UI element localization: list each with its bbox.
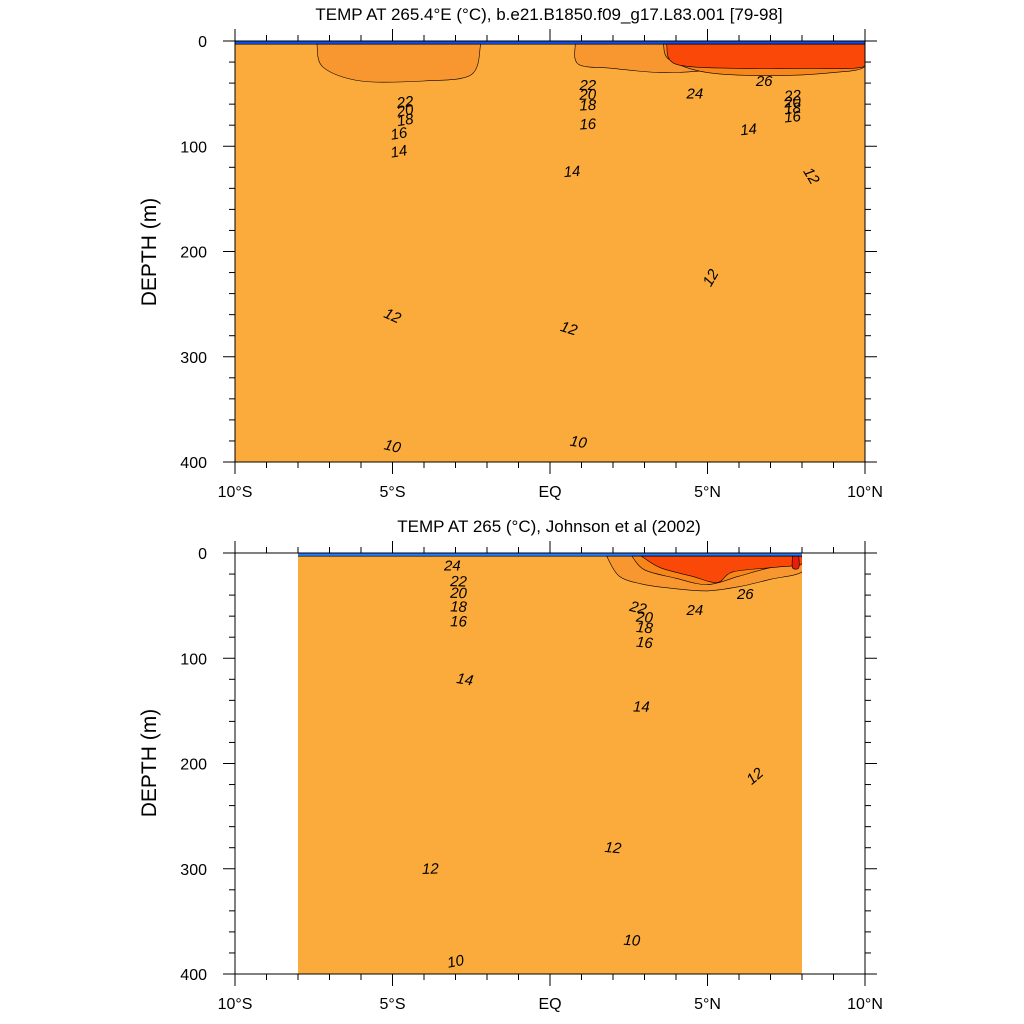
x-tick-label: EQ	[538, 484, 561, 501]
y-axis-label-observations: DEPTH (m)	[138, 709, 161, 818]
x-tick-label: 5°N	[694, 484, 721, 501]
axes-model: 10°S 5°S EQ 5°N 10°N 0 100 200 300 400	[180, 29, 883, 501]
contour-label: 20	[783, 93, 803, 111]
contour-label: 16	[784, 108, 803, 126]
y-tick-label: 0	[198, 546, 207, 563]
contour-label: 12	[558, 318, 579, 339]
x-tick-label: 10°S	[218, 996, 253, 1013]
contour-field-observations	[298, 553, 802, 974]
y-tick-label: 200	[180, 757, 207, 774]
contour-label: 22	[578, 77, 596, 94]
contour-label: 18	[579, 97, 597, 115]
panel-observations: TEMP AT 265 (°C), Johnson et al (2002) D…	[138, 517, 883, 1013]
contour-label: 10	[382, 436, 403, 457]
contour-label: 18	[635, 619, 654, 638]
contour-label: 18	[784, 100, 803, 118]
contour-label: 22	[395, 93, 415, 112]
contour-label: 16	[450, 613, 468, 630]
contour-label: 10	[569, 433, 589, 453]
contour-label: 12	[422, 861, 440, 879]
contour-label: 14	[739, 121, 757, 140]
contour-label: 12	[381, 305, 404, 328]
y-tick-label: 200	[180, 245, 207, 262]
x-tick-label: 5°S	[380, 996, 406, 1013]
contour-label: 22	[783, 87, 802, 105]
y-axis-label-model: DEPTH (m)	[138, 198, 161, 307]
contour-field-model	[235, 41, 865, 462]
contour-band-23	[235, 43, 865, 462]
contour-band-27	[791, 555, 800, 570]
x-tick-label: EQ	[538, 996, 561, 1013]
y-tick-label: 300	[180, 862, 207, 879]
contour-label: 14	[389, 142, 408, 162]
contour-label: 12	[699, 266, 722, 290]
plot-area-observations: 24222018161412102220181614121024261210°S…	[180, 541, 883, 1013]
contour-label: 14	[563, 163, 581, 181]
y-tick-label: 0	[198, 34, 207, 51]
contour-label: 14	[455, 670, 474, 690]
panel-model: TEMP AT 265.4°E (°C), b.e21.B1850.f09_g1…	[138, 5, 883, 501]
contour-label: 10	[446, 952, 466, 972]
contour-label: 16	[389, 124, 409, 144]
contour-label: 20	[578, 87, 597, 104]
contour-label: 24	[686, 602, 704, 619]
contour-label: 24	[443, 558, 461, 575]
contour-band-26	[666, 43, 865, 70]
y-tick-label: 300	[180, 350, 207, 367]
x-tick-label: 5°S	[380, 484, 406, 501]
contour-label: 22	[627, 598, 649, 619]
contour-label: 16	[635, 634, 654, 653]
contour-label: 24	[686, 86, 704, 103]
x-tick-label: 10°N	[847, 484, 883, 501]
contour-band-23	[298, 555, 802, 974]
contour-band-24	[316, 43, 482, 83]
contour-label: 14	[633, 698, 650, 715]
x-tick-label: 5°N	[694, 996, 721, 1013]
contour-label: 22	[449, 573, 468, 591]
contour-label: 10	[623, 932, 641, 950]
contour-band-26	[640, 555, 802, 583]
contour-label: 26	[736, 586, 754, 603]
axes-observations: 10°S 5°S EQ 5°N 10°N 0 100 200 300 400	[180, 541, 883, 1013]
x-tick-label: 10°N	[847, 996, 883, 1013]
contour-label: 12	[604, 839, 623, 858]
contour-label: 20	[395, 101, 416, 121]
contour-label: 20	[634, 608, 654, 626]
chart-title-observations: TEMP AT 265 (°C), Johnson et al (2002)	[397, 517, 701, 536]
y-tick-label: 400	[180, 455, 207, 472]
chart-title-model: TEMP AT 265.4°E (°C), b.e21.B1850.f09_g1…	[315, 5, 782, 24]
contour-label: 26	[755, 73, 773, 90]
y-tick-label: 100	[180, 139, 207, 156]
contour-label: 18	[450, 598, 468, 616]
x-tick-label: 10°S	[218, 484, 253, 501]
contour-label: 16	[579, 116, 597, 134]
y-tick-label: 400	[180, 967, 207, 984]
y-tick-label: 100	[180, 651, 207, 668]
contour-label: 18	[396, 111, 416, 131]
contour-label: 20	[449, 585, 468, 603]
